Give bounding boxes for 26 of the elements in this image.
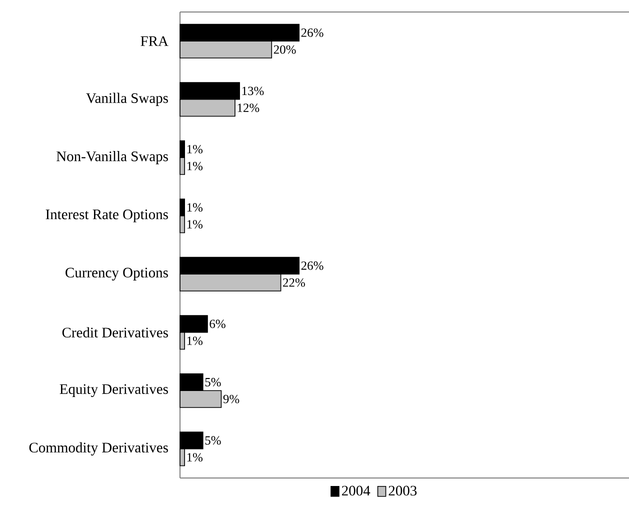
data-label: 12% [238, 104, 260, 112]
y-tick-label: Equity Derivatives [60, 384, 168, 397]
data-label: 26% [301, 261, 324, 270]
data-label: 20% [274, 45, 296, 54]
data-label: 1% [187, 336, 203, 346]
data-label: 13% [242, 86, 264, 96]
data-label: 5% [205, 378, 221, 386]
data-label: 26% [301, 28, 324, 37]
data-label: 6% [210, 320, 226, 328]
y-tick-label: Currency Options [66, 268, 168, 280]
data-label: 1% [187, 453, 203, 462]
data-label: 1% [187, 162, 203, 170]
data-label: 1% [187, 203, 203, 212]
y-tick-label: Interest Rate Options [46, 210, 168, 222]
data-label: 1% [187, 220, 203, 229]
y-tick-label: FRA [140, 36, 168, 46]
data-label: 1% [187, 144, 203, 154]
y-tick-label: Commodity Derivatives [29, 442, 168, 456]
y-tick-label: Non-Vanilla Swaps [56, 151, 168, 164]
data-label: 9% [223, 394, 240, 404]
y-tick-label: Credit Derivatives [62, 327, 168, 338]
data-label: 5% [205, 436, 221, 445]
legend-label: 2003 [388, 486, 417, 496]
y-tick-label: Vanilla Swaps [86, 92, 168, 106]
legend-label: 2004 [342, 486, 370, 496]
data-label: 22% [283, 278, 305, 287]
